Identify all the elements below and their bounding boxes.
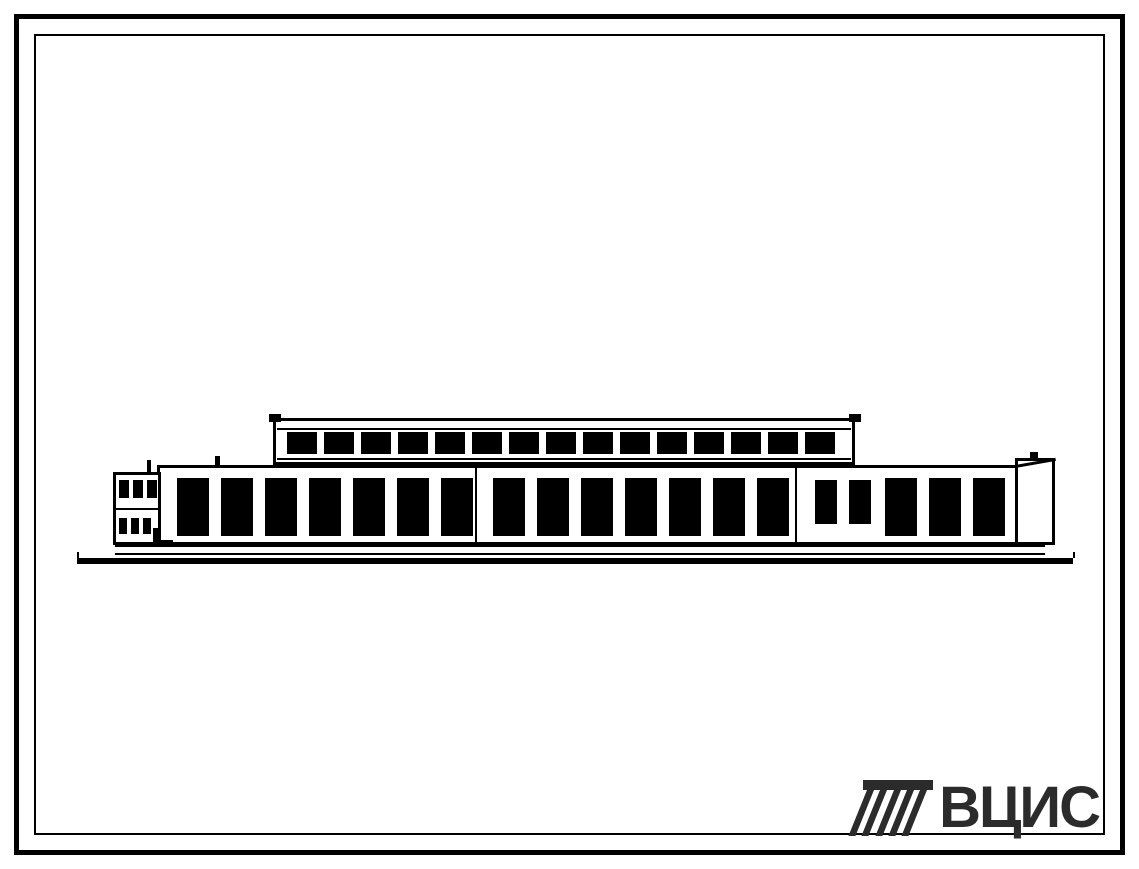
main-window	[581, 478, 613, 536]
main-window	[973, 478, 1005, 536]
main-window	[625, 478, 657, 536]
main-window	[397, 478, 429, 536]
main-window	[441, 478, 473, 536]
annex-lower-window	[119, 518, 127, 534]
drawing-canvas	[60, 60, 1079, 809]
annex-upper-window	[119, 480, 129, 498]
bay-divider	[475, 465, 477, 545]
ground-tick	[1073, 552, 1075, 558]
bay-divider	[795, 465, 797, 545]
clerestory-window	[398, 432, 428, 454]
clerestory-band-bot	[277, 458, 851, 460]
clerestory-window	[731, 432, 761, 454]
main-window	[885, 478, 917, 536]
clerestory-window	[472, 432, 502, 454]
logo-stripe-vert	[926, 790, 933, 836]
main-window	[537, 478, 569, 536]
clerestory-window	[287, 432, 317, 454]
logo: ВЦИС	[863, 774, 1099, 841]
annex-lower-window	[131, 518, 139, 534]
plinth-strip	[115, 545, 1045, 555]
logo-stripe-vert	[939, 790, 946, 836]
clerestory-window	[694, 432, 724, 454]
main-window	[177, 478, 209, 536]
main-window	[265, 478, 297, 536]
clerestory-window	[657, 432, 687, 454]
main-window	[815, 480, 837, 524]
annex-upper-window	[147, 480, 157, 498]
annex-vent-pipe	[147, 460, 151, 472]
main-window	[493, 478, 525, 536]
logo-top-bar	[863, 780, 933, 790]
main-window	[353, 478, 385, 536]
clerestory-window	[768, 432, 798, 454]
ground-tick	[77, 552, 79, 558]
clerestory-window	[435, 432, 465, 454]
main-window	[929, 478, 961, 536]
ground-line	[77, 558, 1073, 564]
roof-vent-pipe	[215, 456, 220, 466]
building-elevation	[95, 380, 1055, 570]
parapet-cap	[269, 414, 281, 422]
main-window	[757, 478, 789, 536]
main-window	[669, 478, 701, 536]
clerestory-window	[509, 432, 539, 454]
main-window	[309, 478, 341, 536]
clerestory-window	[620, 432, 650, 454]
clerestory-band-top	[277, 428, 851, 430]
annex-upper-window	[133, 480, 143, 498]
logo-text: ВЦИС	[939, 774, 1099, 841]
main-window	[849, 480, 871, 524]
clerestory-window	[805, 432, 835, 454]
roof-vent	[1030, 452, 1038, 458]
clerestory-window	[583, 432, 613, 454]
annex-steps	[159, 540, 173, 546]
annex-lower-window	[143, 518, 151, 534]
clerestory-window	[324, 432, 354, 454]
right-gable	[1015, 458, 1055, 545]
main-window	[221, 478, 253, 536]
clerestory-window	[546, 432, 576, 454]
logo-column-icon	[863, 780, 933, 836]
clerestory-window	[361, 432, 391, 454]
parapet-cap	[849, 414, 861, 422]
annex-floor-line	[115, 508, 159, 510]
main-window	[713, 478, 745, 536]
